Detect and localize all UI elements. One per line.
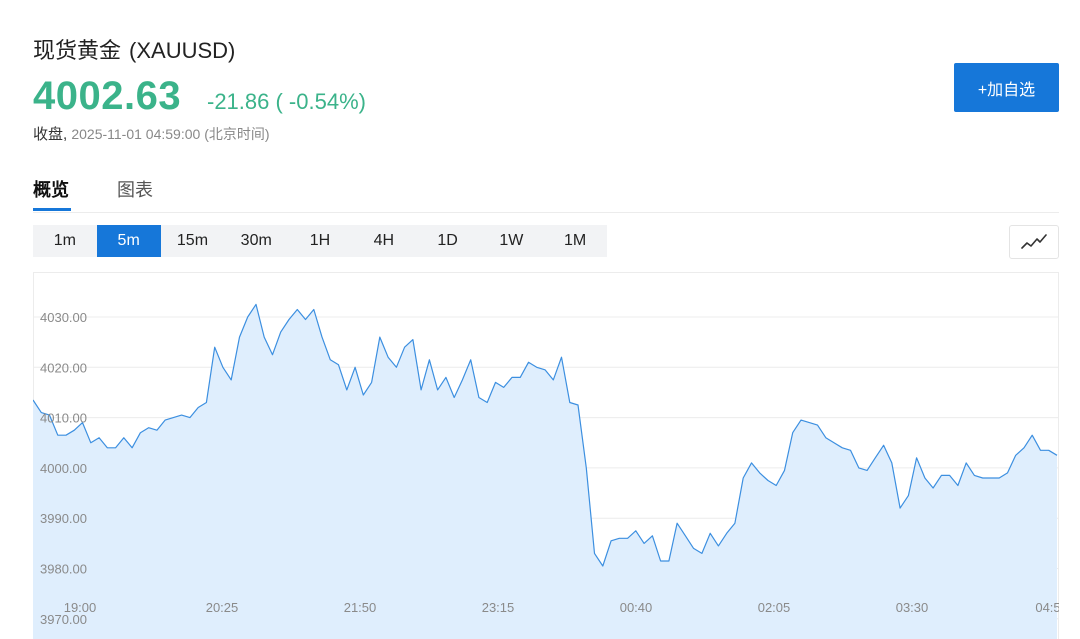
price-chart: 4030.00 4020.00 4010.00 4000.00 3990.00 3980.… — [33, 303, 1059, 639]
y-tick-label: 3980.00 — [40, 562, 87, 577]
tab-chart[interactable]: 图表 — [117, 180, 153, 200]
instrument-symbol: (XAUUSD) — [129, 38, 236, 63]
tab-bar: 概览 图表 — [33, 174, 1059, 213]
current-price: 4002.63 — [33, 74, 182, 118]
tab-overview[interactable]: 概览 — [33, 180, 69, 200]
status-timestamp: 2025-11-01 04:59:00 (北京时间) — [71, 126, 270, 142]
price-line — [33, 303, 1058, 567]
y-tick-label: 4020.00 — [40, 360, 87, 375]
status-label: 收盘, — [33, 126, 68, 143]
y-tick-label: 4010.00 — [40, 411, 87, 426]
line-chart-icon — [1021, 234, 1047, 249]
period-30m[interactable]: 30m — [240, 232, 272, 249]
y-tick-label: 3990.00 — [40, 511, 87, 526]
market-status: 收盘, 2025-11-01 04:59:00 (北京时间) — [33, 123, 270, 144]
period-5m[interactable]: 5m — [96, 225, 161, 257]
period-1w[interactable]: 1W — [499, 232, 524, 249]
x-tick-label: 03:30 — [896, 600, 929, 615]
y-tick-label: 3970.00 — [40, 612, 87, 627]
price-area — [33, 304, 1057, 639]
instrument-name: 现货黄金 — [33, 38, 122, 63]
period-15m[interactable]: 15m — [176, 232, 209, 249]
price-change: -21.86 ( -0.54%) — [207, 89, 366, 114]
period-4h[interactable]: 4H — [373, 232, 395, 249]
x-tick-label: 20:25 — [206, 600, 239, 615]
y-tick-label: 4030.00 — [40, 310, 87, 325]
period-1h[interactable]: 1H — [309, 232, 331, 249]
x-tick-label: 02:05 — [758, 600, 791, 615]
y-tick-label: 4000.00 — [40, 461, 87, 476]
period-1m[interactable]: 1m — [53, 232, 76, 249]
instrument-title: 现货黄金 (XAUUSD) — [33, 33, 235, 65]
period-selector: 1m 5m 15m 30m 1H 4H 1D 1W 1M — [33, 225, 607, 257]
x-tick-label: 04:5 — [1035, 600, 1059, 615]
period-1d[interactable]: 1D — [437, 232, 458, 249]
add-watchlist-button[interactable]: +加自选 — [954, 63, 1059, 112]
chart-type-button[interactable] — [1009, 225, 1059, 259]
active-tab-indicator — [33, 208, 71, 211]
x-tick-label: 19:00 — [64, 600, 97, 615]
x-tick-label: 21:50 — [344, 600, 377, 615]
x-tick-label: 00:40 — [620, 600, 653, 615]
period-1mo[interactable]: 1M — [564, 232, 587, 249]
x-tick-label: 23:15 — [482, 600, 515, 615]
